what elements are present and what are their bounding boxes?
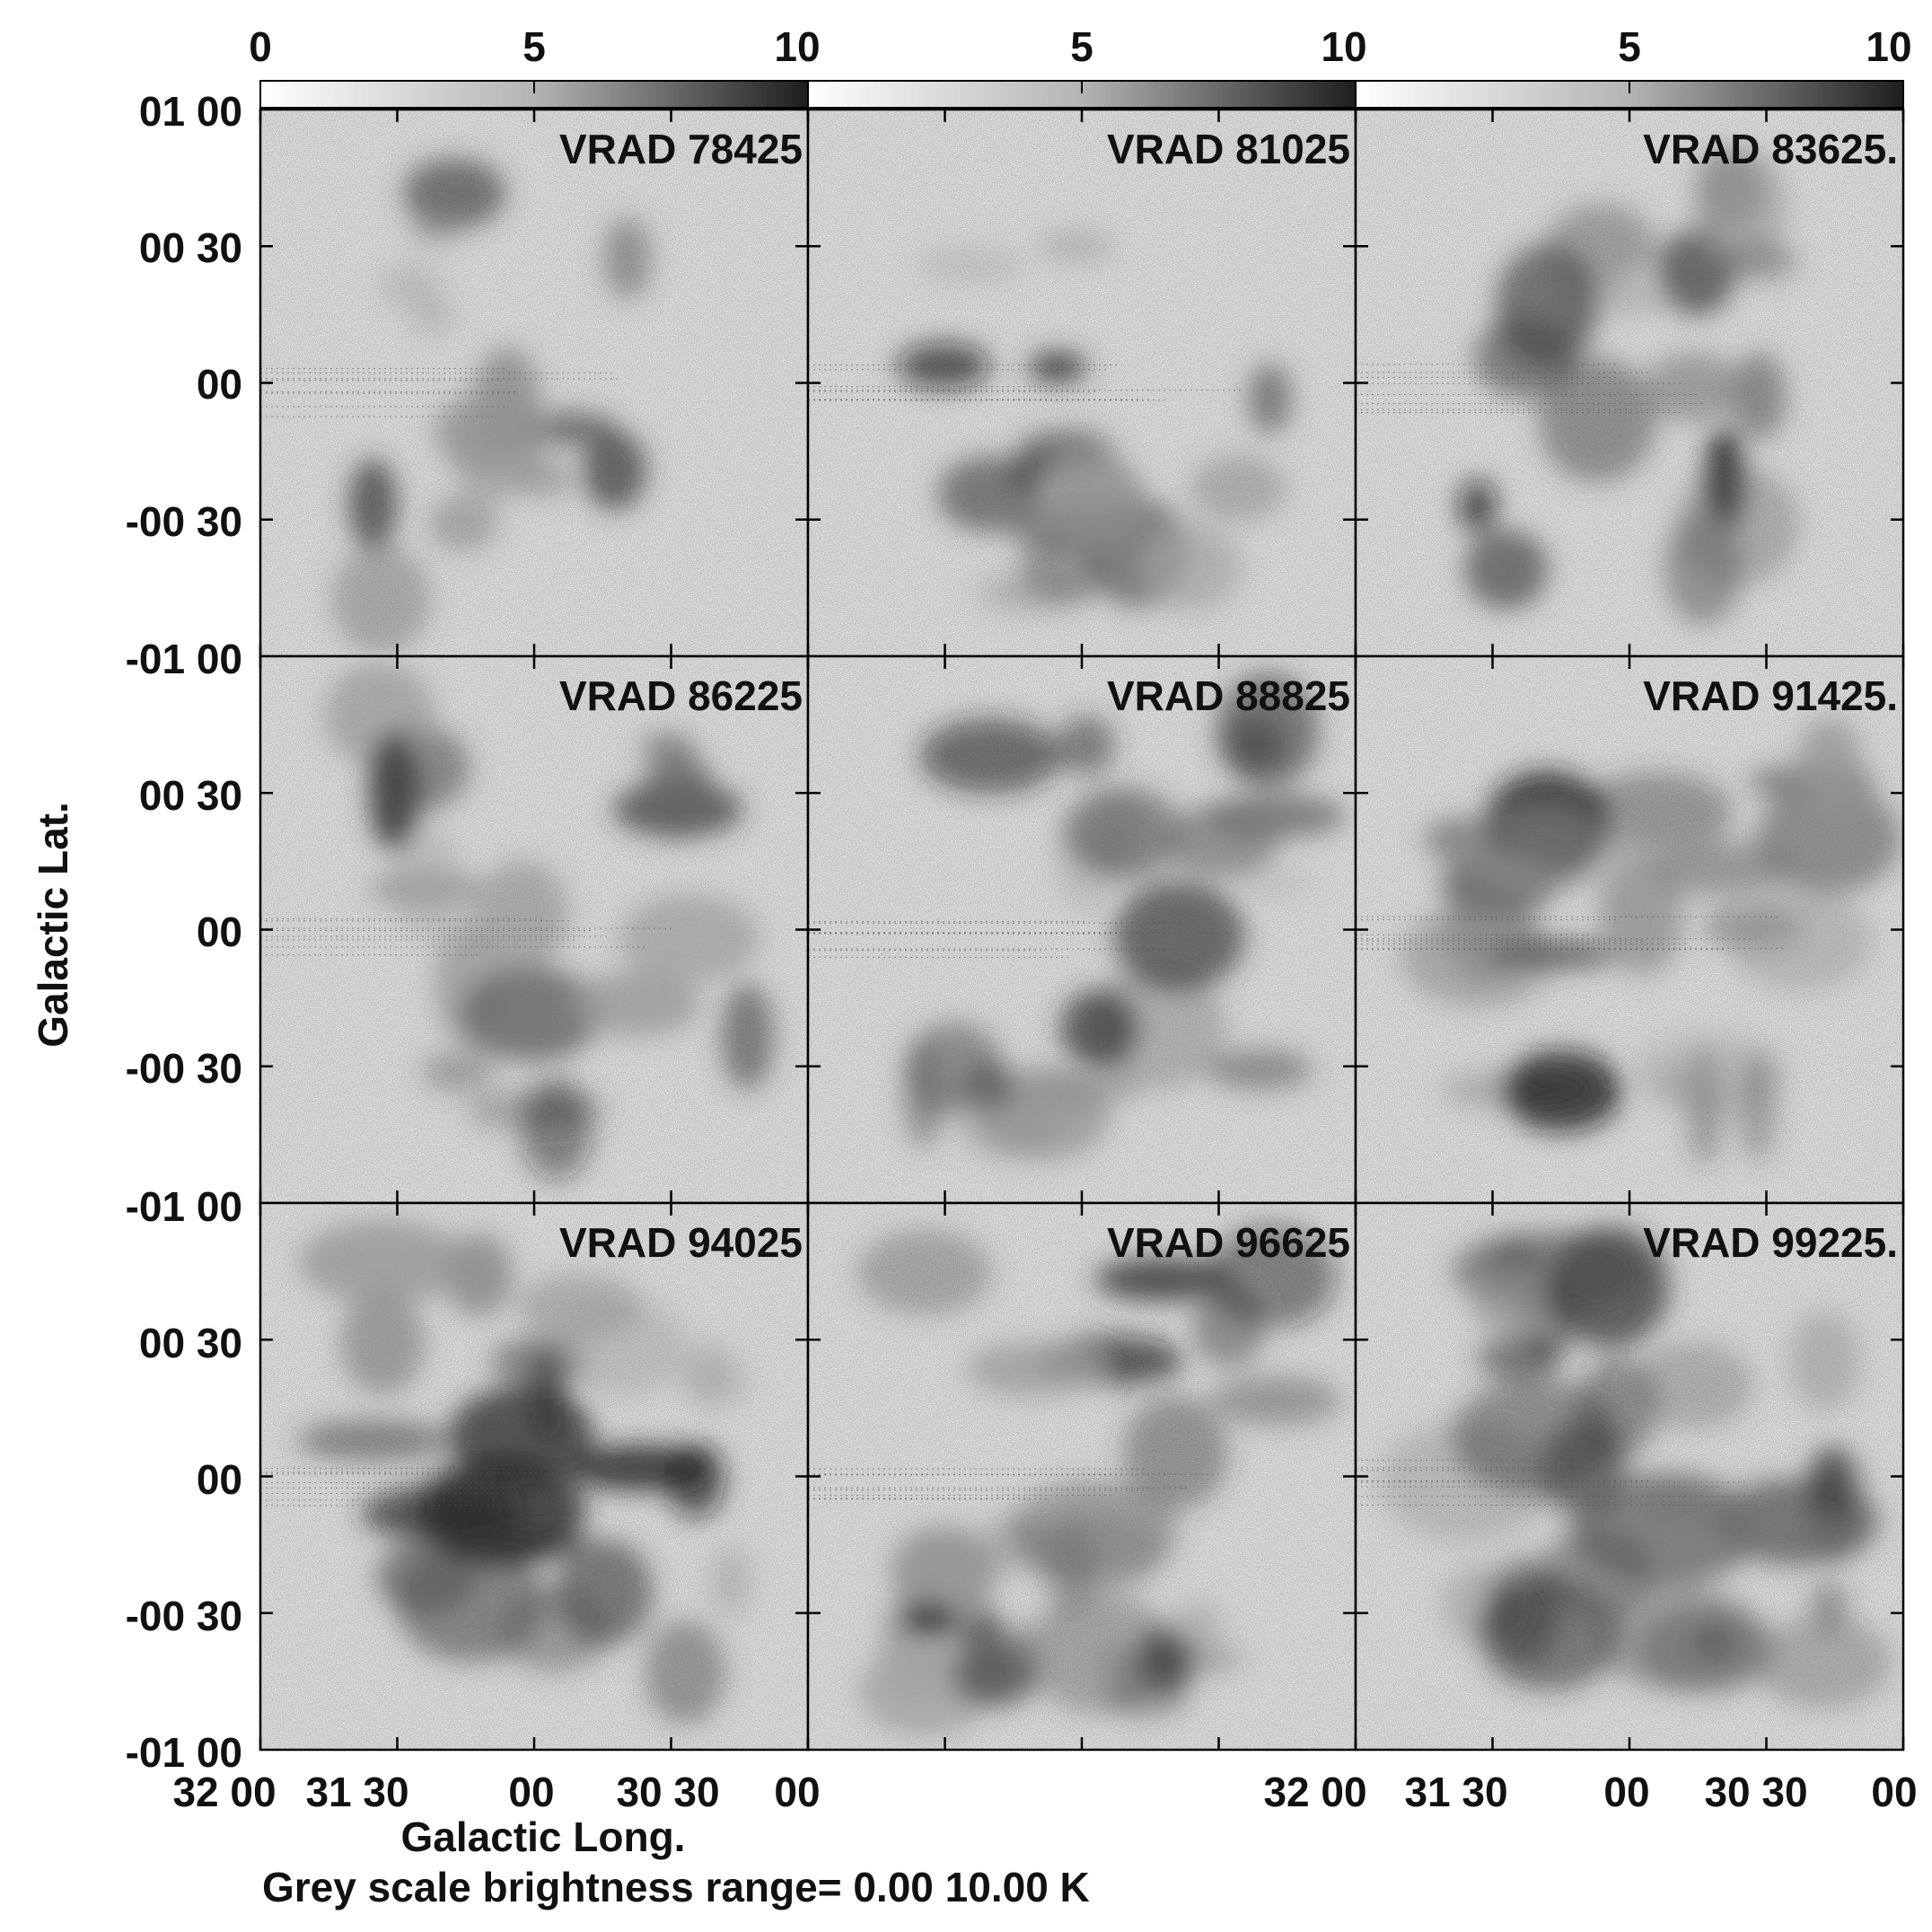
emission-blobs (296, 1219, 752, 1725)
panel-ticks (259, 110, 810, 656)
colorbar-tick-label: 5 (523, 23, 546, 70)
panel-velocity-label: VRAD 86225 (559, 672, 803, 719)
colorbar-ticks (533, 81, 1630, 93)
scan-streaks (260, 1467, 614, 1506)
colorbar-tick-label: 5 (1618, 23, 1641, 70)
scan-streaks (808, 364, 1243, 401)
panel-grid: VRAD 78425 VRAD 81025 VRAD 83625. VRAD 8622… (259, 108, 1905, 1752)
y-tick-label: 00 (197, 909, 242, 955)
y-tick-label: -01 00 (126, 1183, 242, 1230)
channel-panel: VRAD 83625. (1354, 108, 1905, 658)
y-tick-label: 00 30 (139, 1320, 242, 1366)
emission-blobs (903, 672, 1347, 1161)
panel-velocity-label: VRAD 94025 (559, 1219, 803, 1266)
emission-blobs (324, 662, 774, 1181)
panel-ticks (1354, 1203, 1905, 1750)
emission-layer (808, 1203, 1356, 1750)
scan-streaks (808, 921, 1219, 958)
panel-velocity-label: VRAD 91425. (1643, 672, 1898, 719)
x-tick-label: 00 (508, 1769, 554, 1815)
emission-layer (1356, 1203, 1903, 1750)
panel-velocity-label: VRAD 99225. (1643, 1219, 1898, 1266)
emission-blobs (1378, 1225, 1892, 1709)
colorbar-tick-label: 10 (774, 23, 820, 70)
y-tick-label: 00 (197, 1456, 242, 1503)
colorbars: 0 5 10 5 10 5 10 (249, 23, 1912, 109)
channel-panel: VRAD 88825 (806, 654, 1357, 1205)
panel-ticks (1354, 110, 1905, 656)
x-axis-label: Galactic Long. (401, 1813, 686, 1860)
colorbar-tick-label: 10 (1321, 23, 1366, 70)
x-tick-labels: 32 00 31 30 00 30 30 00 32 00 31 30 00 3… (172, 1769, 1917, 1815)
scan-streaks (1356, 916, 1787, 950)
emission-layer (808, 110, 1356, 656)
y-tick-labels: 01 00 00 30 00 -00 30 -01 00 00 30 00 -0… (126, 88, 242, 1776)
emission-layer (260, 110, 808, 656)
emission-blobs (1400, 717, 1901, 1166)
emission-layer (1356, 656, 1903, 1203)
channel-panel: VRAD 78425 (259, 108, 810, 658)
panel-velocity-label: VRAD 88825 (1107, 672, 1350, 719)
x-tick-label: 00 (1871, 1769, 1917, 1815)
scan-streaks (260, 918, 674, 956)
emission-blobs (331, 157, 652, 654)
panel-velocity-label: VRAD 81025 (1107, 126, 1350, 172)
emission-blobs (857, 1225, 1341, 1737)
x-tick-label: 00 (774, 1769, 820, 1815)
emission-layer (260, 1203, 808, 1750)
x-tick-label: 31 30 (305, 1769, 408, 1815)
scan-streaks (1356, 1459, 1764, 1506)
panel-velocity-label: VRAD 83625. (1643, 126, 1898, 172)
emission-layer (260, 656, 808, 1203)
x-tick-label: 31 30 (1404, 1769, 1507, 1815)
x-tick-label: 32 00 (172, 1769, 276, 1815)
scan-streaks (808, 1468, 1223, 1500)
y-axis-label: Galactic Lat. (30, 802, 76, 1048)
colorbar-tick-label: 10 (1866, 23, 1911, 70)
channel-panel: VRAD 91425. (1354, 654, 1905, 1205)
y-tick-label: -00 30 (126, 1045, 242, 1092)
emission-layer (1356, 110, 1903, 656)
scan-streaks (260, 367, 621, 417)
channel-panel: VRAD 99225. (1354, 1201, 1905, 1752)
colorbar-tick-label: 5 (1070, 23, 1093, 70)
channel-panel: VRAD 81025 (806, 108, 1357, 658)
scan-streaks (1356, 364, 1702, 414)
panel-velocity-label: VRAD 96625 (1107, 1219, 1350, 1266)
colorbar-tick-label: 0 (249, 23, 272, 70)
panel-velocity-label: VRAD 78425 (559, 126, 803, 172)
y-tick-label: 00 30 (139, 224, 242, 271)
x-tick-label: 00 (1603, 1769, 1649, 1815)
emission-blobs (897, 231, 1292, 613)
channel-panel: VRAD 86225 (259, 654, 810, 1205)
x-tick-label: 30 30 (1704, 1769, 1807, 1815)
emission-layer (808, 656, 1356, 1203)
emission-blobs (1458, 147, 1799, 626)
panel-ticks (806, 1203, 1357, 1750)
x-tick-label: 30 30 (616, 1769, 719, 1815)
y-tick-label: -01 00 (126, 1729, 242, 1776)
y-tick-label: -01 00 (126, 636, 242, 682)
y-tick-label: -00 30 (126, 1593, 242, 1639)
footer-caption: Grey scale brightness range= 0.00 10.00 … (262, 1864, 1090, 1910)
y-tick-label: 00 (197, 361, 242, 408)
y-tick-label: 00 30 (139, 772, 242, 819)
x-tick-label: 32 00 (1263, 1769, 1366, 1815)
channel-panel: VRAD 96625 (806, 1201, 1357, 1752)
panel-ticks (1354, 656, 1905, 1203)
channel-panel: VRAD 94025 (259, 1201, 810, 1752)
y-tick-label: 01 00 (139, 88, 242, 135)
y-tick-label: -00 30 (126, 498, 242, 545)
